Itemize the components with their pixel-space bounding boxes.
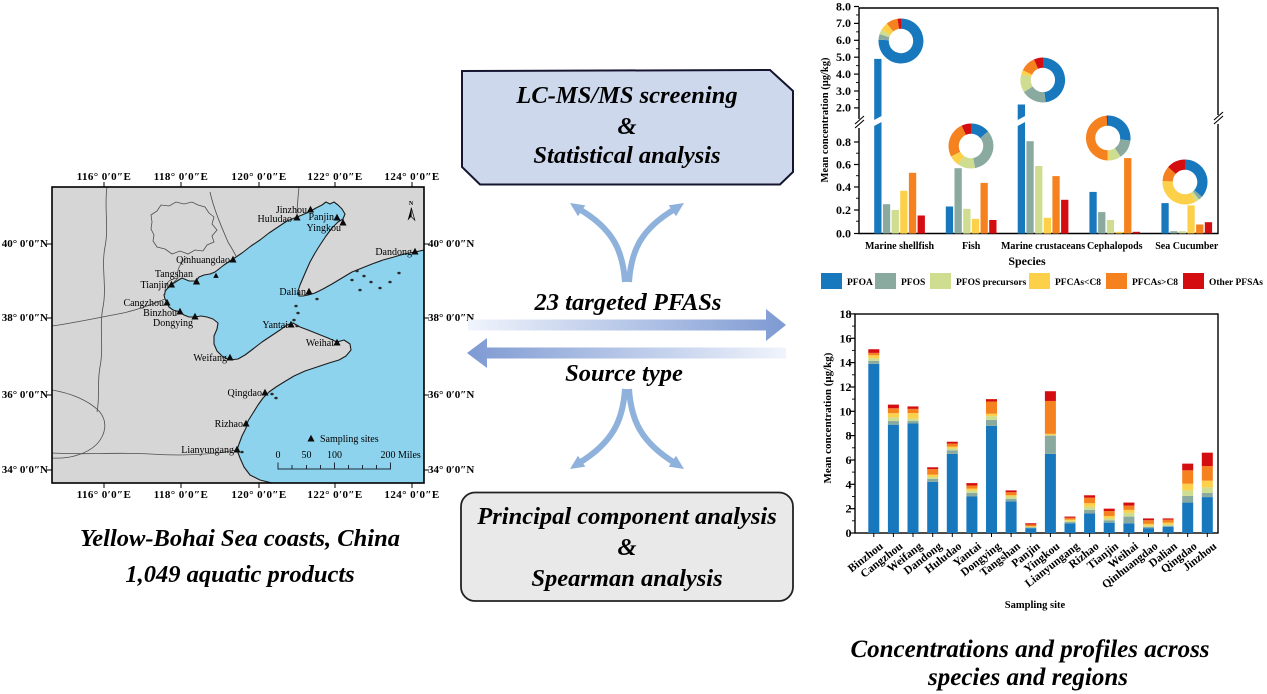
svg-text:118° 0′0″E: 118° 0′0″E bbox=[154, 171, 209, 183]
svg-text:8.0: 8.0 bbox=[836, 0, 851, 13]
svg-text:Jinzhou: Jinzhou bbox=[276, 205, 307, 216]
svg-text:120° 0′0″E: 120° 0′0″E bbox=[231, 489, 286, 501]
svg-text:0.6: 0.6 bbox=[836, 157, 851, 171]
svg-text:0: 0 bbox=[846, 526, 852, 540]
svg-text:Spearman analysis: Spearman analysis bbox=[531, 565, 722, 592]
svg-text:16: 16 bbox=[840, 331, 852, 345]
svg-text:Weifang: Weifang bbox=[193, 353, 227, 364]
svg-text:122° 0′0″E: 122° 0′0″E bbox=[307, 171, 362, 183]
svg-text:0.0: 0.0 bbox=[836, 226, 851, 240]
svg-text:124° 0′0″E: 124° 0′0″E bbox=[384, 171, 439, 183]
svg-text:Rizhao: Rizhao bbox=[215, 419, 243, 430]
svg-text:Statistical analysis: Statistical analysis bbox=[533, 142, 720, 169]
svg-text:Yantai: Yantai bbox=[262, 320, 288, 331]
svg-text:Binzhou: Binzhou bbox=[143, 308, 177, 319]
svg-text:18: 18 bbox=[840, 307, 852, 321]
svg-text:14: 14 bbox=[840, 356, 852, 370]
svg-text:Dongying: Dongying bbox=[153, 318, 193, 329]
svg-text:Sea Cucumber: Sea Cucumber bbox=[1155, 241, 1219, 252]
svg-text:1,049 aquatic products: 1,049 aquatic products bbox=[125, 561, 354, 588]
svg-text:100: 100 bbox=[327, 450, 342, 461]
svg-text:50: 50 bbox=[302, 450, 312, 461]
svg-text:4.0: 4.0 bbox=[836, 67, 851, 81]
svg-text:Marine shellfish: Marine shellfish bbox=[865, 241, 935, 252]
svg-text:species and regions: species and regions bbox=[927, 664, 1128, 691]
svg-text:Other PFSAs: Other PFSAs bbox=[1209, 278, 1263, 288]
svg-text:40° 0′0″N: 40° 0′0″N bbox=[428, 238, 474, 250]
svg-text:Mean concentration (μg/kg): Mean concentration (μg/kg) bbox=[822, 352, 834, 483]
svg-text:0: 0 bbox=[276, 450, 281, 461]
svg-text:Dalian: Dalian bbox=[279, 287, 306, 298]
svg-text:0.8: 0.8 bbox=[836, 135, 851, 149]
svg-text:Dandong: Dandong bbox=[375, 247, 412, 258]
svg-text:8: 8 bbox=[846, 429, 852, 443]
svg-text:12: 12 bbox=[840, 380, 852, 394]
svg-text:40° 0′0″N: 40° 0′0″N bbox=[2, 238, 48, 250]
svg-text:36° 0′0″N: 36° 0′0″N bbox=[2, 389, 48, 401]
svg-text:PFCAs<C8: PFCAs<C8 bbox=[1055, 278, 1101, 288]
svg-text:Yellow-Bohai Sea coasts, China: Yellow-Bohai Sea coasts, China bbox=[80, 525, 400, 552]
svg-text:36° 0′0″N: 36° 0′0″N bbox=[428, 389, 474, 401]
svg-text:0.2: 0.2 bbox=[836, 203, 851, 217]
svg-text:Marine crustaceans: Marine crustaceans bbox=[1001, 241, 1085, 252]
svg-text:0.4: 0.4 bbox=[836, 180, 851, 194]
svg-text:2: 2 bbox=[846, 502, 852, 516]
svg-text:Cephalopods: Cephalopods bbox=[1087, 241, 1143, 252]
svg-text:6.0: 6.0 bbox=[836, 33, 851, 47]
svg-text:Concentrations and profiles ac: Concentrations and profiles across bbox=[850, 636, 1209, 663]
svg-text:Mean concentration (μg/kg): Mean concentration (μg/kg) bbox=[820, 57, 831, 182]
svg-text:PFCAs>C8: PFCAs>C8 bbox=[1132, 278, 1178, 288]
svg-text:Lianyungang: Lianyungang bbox=[181, 445, 234, 456]
svg-text:Qingdao: Qingdao bbox=[228, 388, 262, 399]
svg-text:Qinhuangdao: Qinhuangdao bbox=[176, 255, 230, 266]
svg-text:2.0: 2.0 bbox=[836, 101, 851, 115]
svg-text:38° 0′0″N: 38° 0′0″N bbox=[428, 312, 474, 324]
svg-text:122° 0′0″E: 122° 0′0″E bbox=[307, 489, 362, 501]
svg-text:7.0: 7.0 bbox=[836, 16, 851, 30]
svg-text:120° 0′0″E: 120° 0′0″E bbox=[231, 171, 286, 183]
svg-text:38° 0′0″N: 38° 0′0″N bbox=[2, 312, 48, 324]
svg-text:6: 6 bbox=[846, 453, 852, 467]
svg-text:34° 0′0″N: 34° 0′0″N bbox=[2, 464, 48, 476]
svg-text:Principal component analysis: Principal component analysis bbox=[476, 503, 776, 530]
svg-text:116° 0′0″E: 116° 0′0″E bbox=[77, 489, 132, 501]
svg-text:&: & bbox=[617, 534, 636, 561]
svg-text:Weihai: Weihai bbox=[306, 338, 334, 349]
svg-text:Tangshan: Tangshan bbox=[155, 269, 193, 280]
svg-text:PFOA: PFOA bbox=[847, 278, 873, 288]
svg-text:34° 0′0″N: 34° 0′0″N bbox=[428, 464, 474, 476]
svg-text:3.0: 3.0 bbox=[836, 84, 851, 98]
svg-text:10: 10 bbox=[840, 404, 852, 418]
svg-text:23 targeted PFASs: 23 targeted PFASs bbox=[534, 289, 722, 316]
svg-text:&: & bbox=[617, 113, 636, 140]
svg-text:Sampling site: Sampling site bbox=[1005, 600, 1066, 611]
svg-text:Huludao: Huludao bbox=[258, 214, 292, 225]
svg-text:Yingkou: Yingkou bbox=[307, 223, 341, 234]
svg-text:Source type: Source type bbox=[565, 360, 683, 387]
svg-text:Fish: Fish bbox=[962, 241, 981, 252]
svg-text:Tianjin: Tianjin bbox=[140, 280, 169, 291]
svg-text:N: N bbox=[409, 201, 414, 207]
svg-text:116° 0′0″E: 116° 0′0″E bbox=[77, 171, 132, 183]
svg-text:Species: Species bbox=[1008, 254, 1046, 268]
svg-text:Panjin: Panjin bbox=[308, 212, 334, 223]
svg-text:5.0: 5.0 bbox=[836, 50, 851, 64]
svg-text:4: 4 bbox=[846, 477, 852, 491]
svg-text:LC-MS/MS screening: LC-MS/MS screening bbox=[515, 82, 737, 109]
svg-text:118° 0′0″E: 118° 0′0″E bbox=[154, 489, 209, 501]
svg-text:200 Miles: 200 Miles bbox=[381, 450, 421, 461]
svg-text:PFOS precursors: PFOS precursors bbox=[956, 278, 1027, 288]
svg-text:Sampling sites: Sampling sites bbox=[320, 434, 379, 445]
svg-text:124° 0′0″E: 124° 0′0″E bbox=[384, 489, 439, 501]
svg-text:Cangzhou: Cangzhou bbox=[123, 298, 164, 309]
svg-text:PFOS: PFOS bbox=[901, 278, 925, 288]
